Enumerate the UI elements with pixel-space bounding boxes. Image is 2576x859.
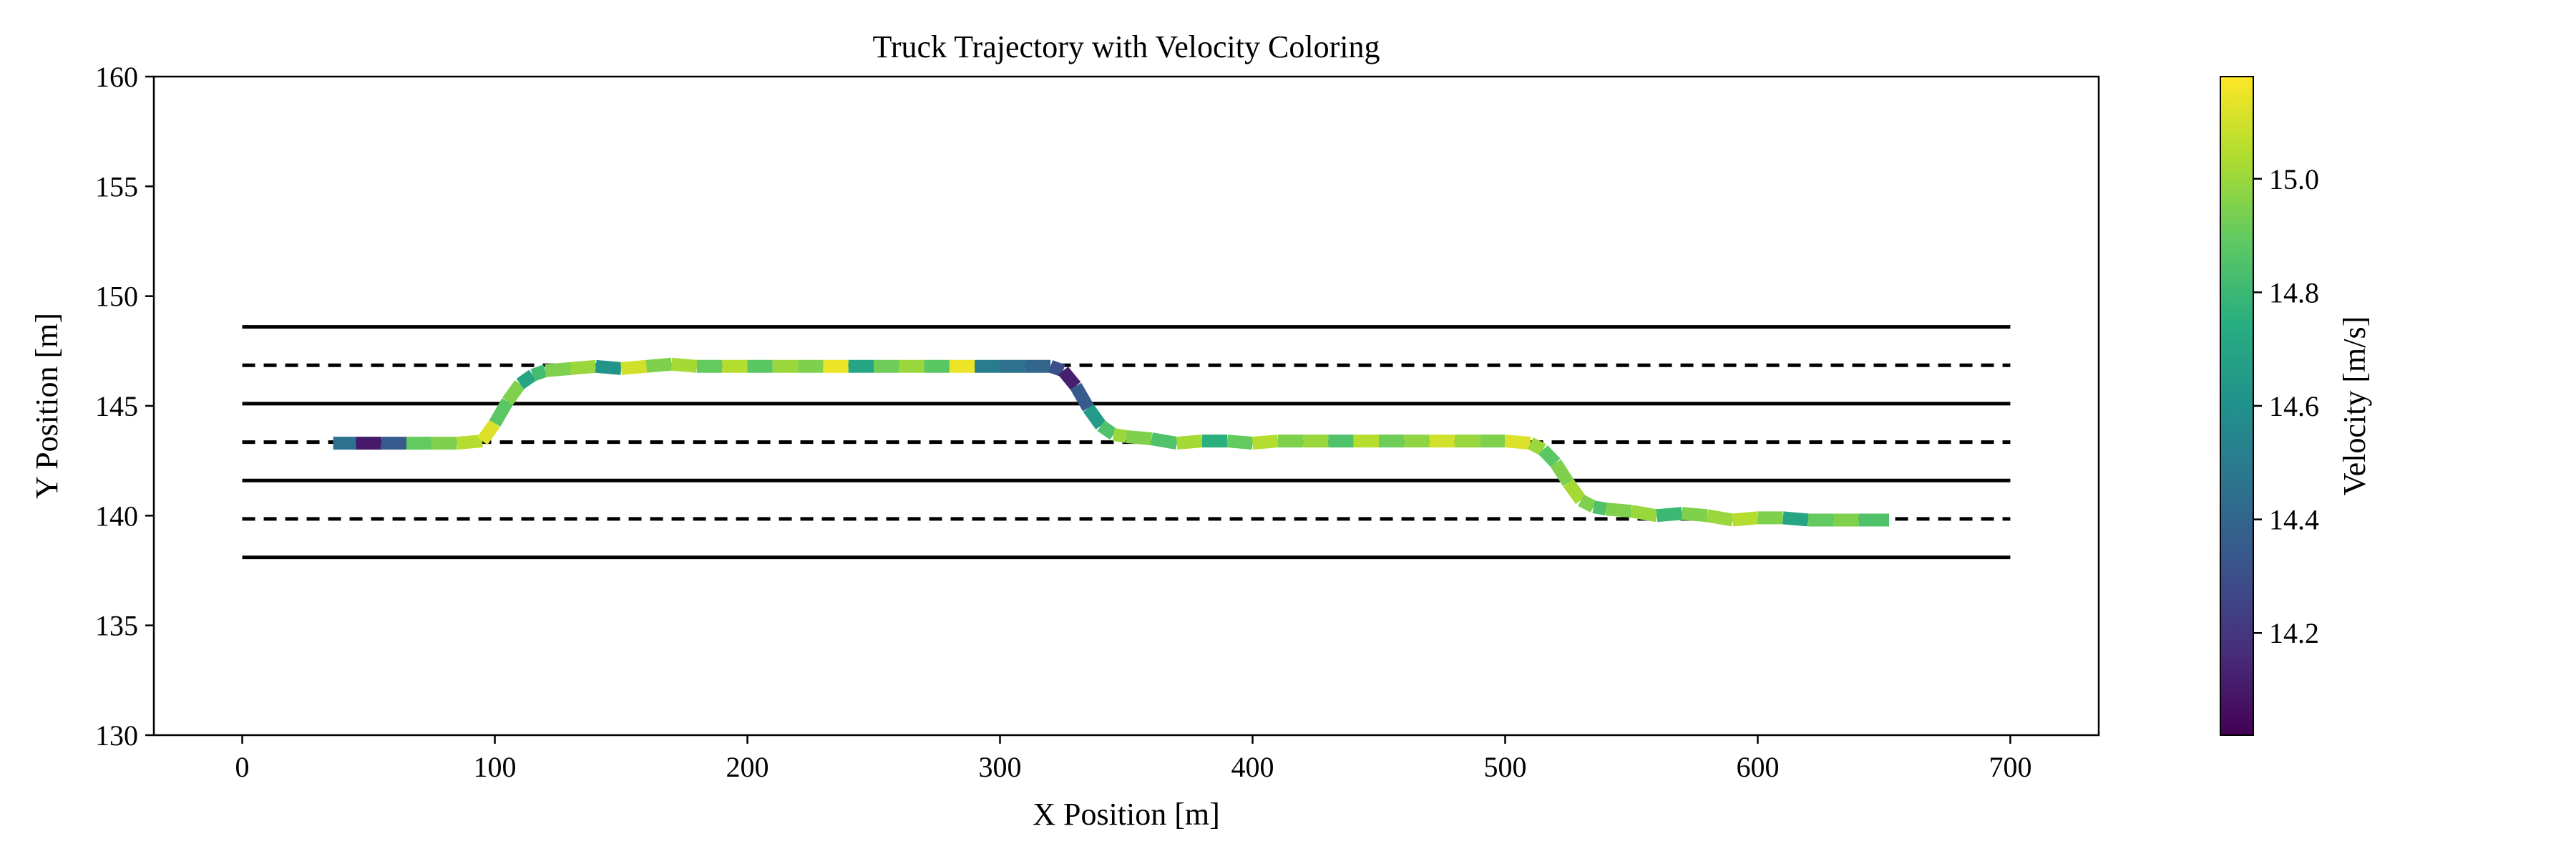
trajectory-segment <box>1563 479 1586 505</box>
colorbar-ticks: 14.2 14.4 14.6 14.8 15.0 <box>2253 163 2319 649</box>
trajectory-segment <box>670 357 698 373</box>
x-tick-label: 0 <box>235 751 250 783</box>
x-tick-label: 200 <box>726 751 769 783</box>
trajectory-segment <box>1630 505 1658 523</box>
x-tick-label: 300 <box>979 751 1022 783</box>
trajectory-segment <box>1504 435 1531 450</box>
trajectory-segment <box>516 369 537 389</box>
trajectory-segment <box>545 361 572 377</box>
trajectory-segment <box>645 357 673 373</box>
trajectory-segment <box>1058 367 1081 391</box>
trajectory-segment <box>502 380 526 406</box>
y-axis-label: Y Position [m] <box>29 313 64 499</box>
trajectory-segment <box>1681 507 1708 523</box>
trajectory-segment <box>489 398 513 427</box>
trajectory-segment <box>1083 404 1107 430</box>
trajectory-segment <box>1150 432 1179 450</box>
trajectory-segment <box>1048 360 1065 377</box>
trajectory-segment <box>1527 437 1546 456</box>
x-tick-label: 500 <box>1483 751 1526 783</box>
trajectory-segment <box>1070 382 1094 412</box>
trajectory-segment <box>570 359 597 375</box>
colorbar-tick-label: 14.6 <box>2269 390 2319 422</box>
trajectory-segment <box>1578 494 1597 513</box>
y-axis-ticks: 130 135 140 145 150 155 160 <box>95 61 154 752</box>
trajectory-segment <box>620 359 648 375</box>
y-tick-label: 130 <box>95 719 138 752</box>
x-tick-label: 100 <box>474 751 517 783</box>
y-tick-label: 135 <box>95 610 138 642</box>
chart-title: Truck Trajectory with Velocity Coloring <box>873 29 1380 64</box>
trajectory-segment <box>1097 420 1118 440</box>
trajectory-segment <box>1605 503 1632 518</box>
y-tick-label: 160 <box>95 61 138 93</box>
colorbar-tick-label: 14.4 <box>2269 504 2319 536</box>
trajectory-segment <box>1706 509 1734 527</box>
trajectory-segment <box>456 435 483 450</box>
trajectory-segment <box>1592 500 1608 516</box>
trajectory-segment <box>477 419 500 445</box>
trajectory-segment <box>595 359 622 375</box>
plot-frame <box>152 75 2100 737</box>
trajectory-segment <box>1656 507 1683 523</box>
trajectory-segment <box>1732 511 1759 527</box>
y-tick-label: 155 <box>95 170 138 203</box>
colorbar-tick-label: 14.2 <box>2269 617 2319 649</box>
x-tick-label: 400 <box>1231 751 1274 783</box>
trajectory-segment <box>1252 435 1279 450</box>
trajectory-segment <box>1550 459 1574 487</box>
trajectory-segment <box>1538 445 1561 467</box>
trajectory-segment <box>1176 435 1203 450</box>
colorbar <box>2220 76 2254 736</box>
y-tick-label: 150 <box>95 281 138 313</box>
trajectory-segment <box>1126 430 1153 445</box>
colorbar-tick-label: 15.0 <box>2269 163 2319 195</box>
trajectory-path <box>333 357 1890 527</box>
trajectory-segment <box>1112 427 1128 443</box>
colorbar-label: Velocity [m/s] <box>2337 316 2372 496</box>
x-axis-label: X Position [m] <box>1033 797 1220 832</box>
trajectory-segment <box>1226 435 1254 450</box>
y-tick-label: 145 <box>95 390 138 422</box>
trajectory-segment <box>530 364 548 382</box>
trajectory-segment <box>1782 511 1809 527</box>
x-axis-ticks: 0 100 200 300 400 500 600 700 <box>235 735 2031 783</box>
colorbar-tick-label: 14.8 <box>2269 276 2319 309</box>
x-tick-label: 600 <box>1736 751 1779 783</box>
y-tick-label: 140 <box>95 500 138 532</box>
x-tick-label: 700 <box>1989 751 2031 783</box>
